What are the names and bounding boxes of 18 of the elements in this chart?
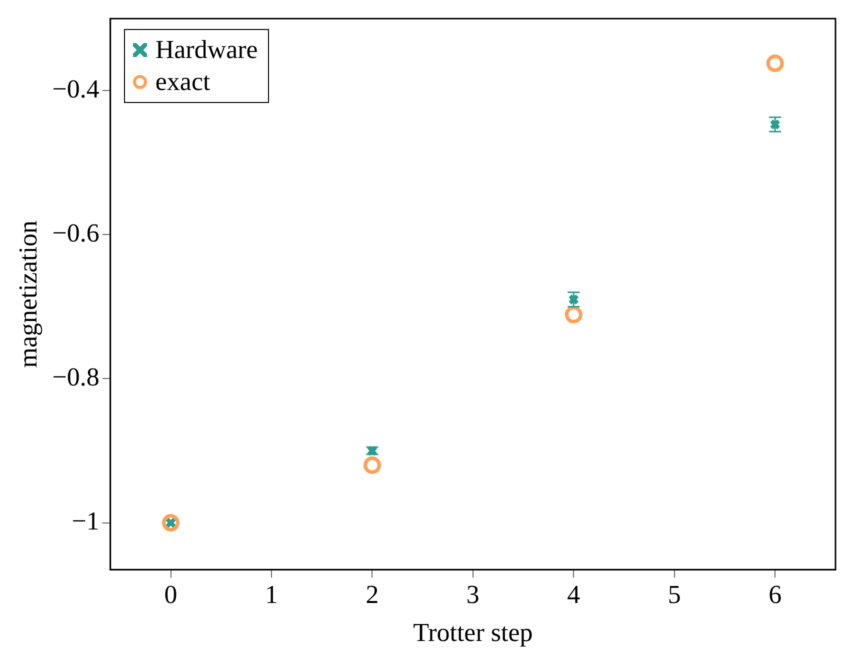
point xyxy=(564,306,582,324)
x-tick-label: 6 xyxy=(768,580,782,610)
x-tick-label: 5 xyxy=(668,580,681,610)
x-tick-label: 2 xyxy=(366,580,379,610)
y-tick-label: −1 xyxy=(72,506,100,536)
point xyxy=(363,456,381,474)
y-axis-title: magnetization xyxy=(13,220,42,368)
legend-label: exact xyxy=(155,66,210,98)
y-tick-label: −0.8 xyxy=(52,362,100,392)
x-tick-label: 1 xyxy=(265,580,278,610)
x-tick-label: 0 xyxy=(164,580,178,610)
x-tick-label: 3 xyxy=(466,580,480,610)
y-tick-label: −0.4 xyxy=(52,74,100,104)
legend-label: Hardware xyxy=(155,34,258,66)
x-axis-title: Trotter step xyxy=(413,618,533,648)
point xyxy=(766,54,784,72)
y-tick-label: −0.6 xyxy=(52,218,100,248)
x-tick-label: 4 xyxy=(567,580,580,610)
